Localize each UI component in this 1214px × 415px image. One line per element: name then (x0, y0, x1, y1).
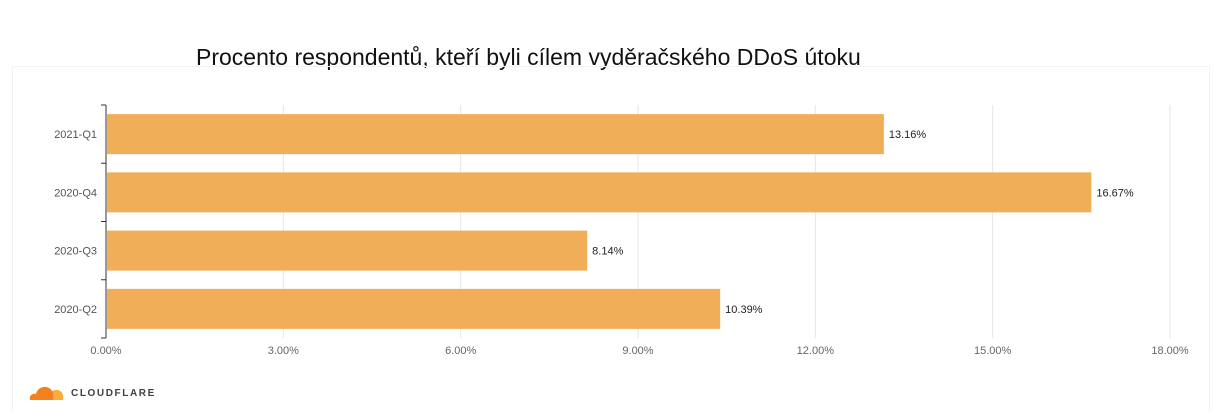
axes (101, 104, 107, 339)
category-label: 2020-Q4 (54, 187, 97, 199)
bar (107, 172, 1092, 213)
logo-wordmark: CLOUDFLARE (71, 387, 156, 399)
cloudflare-logo: CLOUDFLARE (28, 384, 156, 402)
category-label: 2021-Q1 (54, 129, 97, 141)
data-label: 10.39% (725, 304, 763, 316)
category-label: 2020-Q3 (54, 246, 97, 258)
data-label: 8.14% (592, 246, 623, 258)
x-tick-label: 9.00% (622, 345, 653, 357)
x-tick-label: 18.00% (1151, 345, 1189, 357)
cloud-icon (29, 386, 64, 400)
labels: 0.00% 3.00% 6.00% 9.00% 12.00% 15.00% 18.00% 20… (54, 129, 1189, 357)
x-tick-label: 0.00% (90, 345, 121, 357)
chart-title: Procento respondentů, kteří byli cílem v… (196, 44, 861, 70)
x-tick-label: 12.00% (797, 345, 835, 357)
data-label: 16.67% (1096, 187, 1134, 199)
bar (107, 288, 721, 329)
data-label: 13.16% (889, 129, 927, 141)
x-tick-label: 6.00% (445, 345, 476, 357)
bars (107, 114, 1092, 329)
x-tick-label: 3.00% (268, 345, 299, 357)
category-label: 2020-Q2 (54, 304, 97, 316)
bar (107, 230, 588, 271)
chart-card (12, 66, 1210, 411)
bar (107, 114, 884, 155)
x-tick-label: 15.00% (974, 345, 1012, 357)
